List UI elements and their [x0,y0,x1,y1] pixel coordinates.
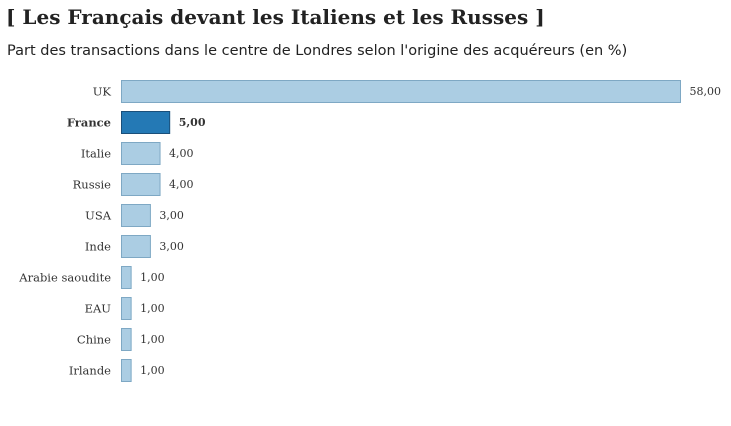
value-label-chine: 1,00 [140,333,165,346]
bar-irlande [121,359,132,382]
bar-group-eau: EAU 1,00 [85,297,165,320]
bar-russie [121,173,161,196]
bar-italie [121,142,161,165]
category-label-irlande: Irlande [69,364,111,378]
category-label-usa: USA [85,209,112,223]
bar-group-irlande: Irlande 1,00 [69,359,165,382]
value-label-arabie-saoudite: 1,00 [140,271,165,284]
bar-group-arabie-saoudite: Arabie saoudite 1,00 [18,266,165,289]
bar-group-italie: Italie 4,00 [81,142,194,165]
value-label-italie: 4,00 [169,147,194,160]
bar-uk [121,80,681,103]
value-label-eau: 1,00 [140,302,165,315]
chart-title: [ Les Français devant les Italiens et le… [6,5,545,29]
bar-inde [121,235,151,258]
bar-arabie-saoudite [121,266,132,289]
category-label-eau: EAU [85,302,112,316]
category-label-arabie-saoudite: Arabie saoudite [18,271,111,285]
bar-group-france: France 5,00 [67,111,206,134]
bar-group-inde: Inde 3,00 [85,235,184,258]
bar-eau [121,297,132,320]
chart-subtitle: Part des transactions dans le centre de … [7,43,628,59]
value-label-russie: 4,00 [169,178,194,191]
category-label-france: France [67,116,111,130]
bar-group-usa: USA 3,00 [85,204,184,227]
value-label-irlande: 1,00 [140,364,165,377]
value-label-usa: 3,00 [159,209,184,222]
value-label-inde: 3,00 [159,240,184,253]
value-label-france: 5,00 [179,116,206,129]
bar-group-russie: Russie 4,00 [73,173,194,196]
bar-group-uk: UK 58,00 [93,80,722,103]
bar-france [121,111,171,134]
category-label-italie: Italie [81,147,111,161]
bar-chine [121,328,132,351]
category-label-inde: Inde [85,240,111,254]
category-label-uk: UK [93,85,112,99]
bar-usa [121,204,151,227]
category-label-russie: Russie [73,178,112,192]
category-label-chine: Chine [77,333,111,347]
bar-group-chine: Chine 1,00 [77,328,165,351]
value-label-uk: 58,00 [690,85,722,98]
